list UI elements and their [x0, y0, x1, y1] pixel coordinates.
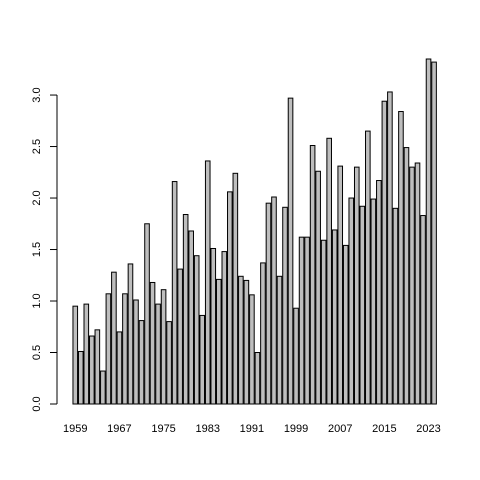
bar [431, 61, 437, 405]
bar [215, 278, 222, 405]
bar [166, 321, 172, 405]
bar [138, 320, 145, 405]
x-tick-label: 1991 [240, 423, 264, 435]
bar [232, 172, 239, 405]
bar [331, 229, 338, 405]
x-tick-label: 1975 [151, 423, 175, 435]
bar [133, 299, 139, 405]
y-tick-label: 2.5 [31, 139, 43, 154]
x-tick-label: 2023 [416, 423, 440, 435]
bar [243, 279, 250, 405]
y-tick-label: 3.0 [31, 87, 43, 102]
bar [293, 307, 299, 405]
bar [171, 181, 178, 405]
bar [238, 275, 244, 405]
bar [210, 247, 217, 405]
bar [227, 191, 233, 405]
bar [83, 303, 90, 405]
bar [105, 293, 112, 405]
bar [265, 202, 272, 405]
bar [177, 268, 183, 405]
bar [392, 207, 399, 405]
bar [414, 162, 421, 405]
bar [116, 331, 123, 405]
bar [348, 197, 355, 405]
bar [365, 130, 371, 405]
bar [199, 314, 206, 405]
bar [282, 206, 288, 405]
y-tick-label: 1.0 [31, 293, 43, 308]
bar [72, 305, 79, 405]
bar [122, 293, 128, 405]
bar [304, 236, 310, 405]
bar [249, 294, 255, 405]
bar [89, 335, 95, 405]
bar [221, 251, 228, 405]
bar [193, 255, 200, 405]
x-tick-label: 2007 [328, 423, 352, 435]
bar [160, 289, 167, 405]
y-tick-label: 0.0 [31, 396, 43, 411]
bar [337, 165, 344, 405]
bar [149, 281, 156, 405]
x-tick-label: 1967 [107, 423, 131, 435]
bar [320, 239, 327, 405]
bar [425, 58, 432, 405]
bar [77, 350, 84, 405]
bar [144, 223, 150, 405]
bar [155, 303, 161, 405]
x-tick-label: 1983 [195, 423, 219, 435]
bar [409, 166, 415, 405]
x-tick-label: 1999 [284, 423, 308, 435]
bar [359, 205, 366, 405]
bar [127, 263, 134, 405]
bar [420, 215, 426, 405]
bar [188, 230, 194, 405]
bar [387, 91, 393, 405]
x-tick-label: 2015 [372, 423, 396, 435]
y-tick-label: 2.0 [31, 190, 43, 205]
bar [326, 137, 332, 405]
bar [287, 97, 294, 405]
bar [254, 352, 261, 405]
bar [111, 271, 117, 405]
bar [94, 329, 101, 405]
bar [100, 370, 106, 405]
bar [353, 166, 360, 405]
bar [298, 236, 305, 405]
bar [403, 147, 410, 405]
bar [398, 111, 404, 405]
y-tick-label: 0.5 [31, 345, 43, 360]
bar [315, 170, 321, 405]
x-tick-label: 1959 [63, 423, 87, 435]
bar [376, 180, 382, 405]
bar [342, 244, 349, 405]
bar [260, 262, 266, 405]
bar [370, 198, 377, 405]
y-tick-label: 1.5 [31, 242, 43, 257]
bar [309, 145, 316, 405]
bar [381, 100, 388, 405]
bar [204, 160, 211, 405]
bar [182, 214, 189, 405]
bar [271, 196, 277, 405]
bar [276, 275, 283, 405]
